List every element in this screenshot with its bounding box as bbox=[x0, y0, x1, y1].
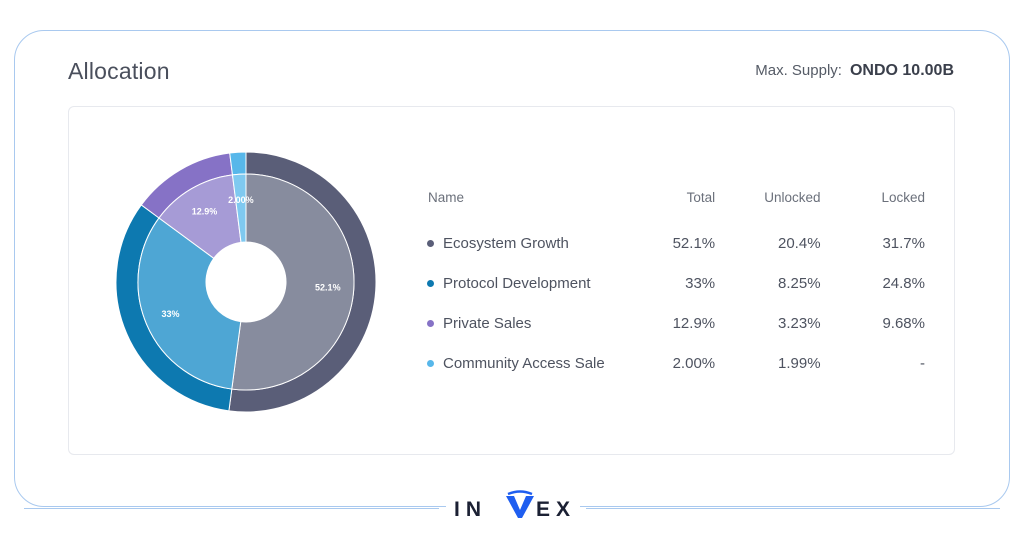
legend-dot-icon bbox=[427, 319, 434, 327]
table-row: Community Access Sale 2.00% 1.99% - bbox=[425, 343, 925, 383]
logo-text-right: EX bbox=[536, 498, 577, 521]
table-header-row: Name Total Unlocked Locked bbox=[425, 185, 925, 223]
max-supply-value: ONDO 10.00B bbox=[849, 62, 954, 79]
header-name: Name bbox=[428, 189, 465, 205]
row-total: 2.00% bbox=[672, 354, 716, 372]
donut-slice-inner[interactable] bbox=[231, 173, 247, 243]
row-name-cell: Ecosystem Growth bbox=[425, 223, 649, 263]
max-supply-label: Max. Supply: bbox=[755, 62, 842, 79]
donut-slice-inner[interactable] bbox=[231, 173, 355, 391]
row-name: Protocol Development bbox=[443, 274, 591, 292]
logo-v-icon bbox=[506, 490, 534, 518]
row-locked: 24.8% bbox=[882, 274, 925, 292]
row-unlocked: 20.4% bbox=[778, 234, 821, 252]
row-locked: 9.68% bbox=[882, 314, 925, 332]
donut-slice-label: 2.00% bbox=[228, 195, 254, 205]
allocation-donut-chart: 52.1% 33% 12.9% 2.00% bbox=[115, 151, 377, 413]
footer-divider-left bbox=[24, 508, 439, 509]
donut-slice-label: 33% bbox=[162, 309, 180, 319]
row-locked: - bbox=[920, 354, 925, 372]
row-name-cell: Community Access Sale bbox=[425, 343, 649, 383]
row-total: 12.9% bbox=[672, 314, 716, 332]
row-unlocked: 3.23% bbox=[778, 314, 821, 332]
row-name-cell: Protocol Development bbox=[425, 263, 649, 303]
donut-slice-label: 12.9% bbox=[192, 206, 218, 216]
header-unlocked: Unlocked bbox=[764, 189, 821, 205]
header-locked: Locked bbox=[881, 189, 925, 205]
header-total: Total bbox=[686, 189, 716, 205]
donut-slice-inner[interactable] bbox=[137, 217, 242, 390]
card-title: Allocation bbox=[68, 58, 170, 84]
row-name-cell: Private Sales bbox=[425, 303, 649, 343]
row-total: 33% bbox=[685, 274, 716, 292]
row-name: Ecosystem Growth bbox=[443, 234, 569, 252]
invex-logo: IN EX bbox=[446, 484, 580, 530]
logo-text-left: IN bbox=[454, 498, 487, 521]
table-row: Private Sales 12.9% 3.23% 9.68% bbox=[425, 303, 925, 343]
legend-dot-icon bbox=[427, 279, 434, 287]
donut-slice-label: 52.1% bbox=[315, 282, 341, 292]
row-unlocked: 8.25% bbox=[778, 274, 821, 292]
max-supply: Max. Supply: ONDO 10.00B bbox=[755, 62, 954, 80]
table-row: Protocol Development 33% 8.25% 24.8% bbox=[425, 263, 925, 303]
legend-dot-icon bbox=[427, 239, 434, 247]
allocation-panel: 52.1% 33% 12.9% 2.00% Name Total Unlocked L… bbox=[68, 106, 955, 455]
donut-slice-outer[interactable] bbox=[229, 151, 247, 176]
footer-divider-right bbox=[586, 508, 1000, 509]
row-name: Community Access Sale bbox=[443, 354, 605, 372]
row-total: 52.1% bbox=[672, 234, 716, 252]
row-locked: 31.7% bbox=[882, 234, 925, 252]
row-unlocked: 1.99% bbox=[778, 354, 821, 372]
allocation-table: Name Total Unlocked Locked Ecosystem Gro… bbox=[425, 185, 925, 383]
row-name: Private Sales bbox=[443, 314, 532, 332]
legend-dot-icon bbox=[427, 359, 434, 367]
table-row: Ecosystem Growth 52.1% 20.4% 31.7% bbox=[425, 223, 925, 263]
